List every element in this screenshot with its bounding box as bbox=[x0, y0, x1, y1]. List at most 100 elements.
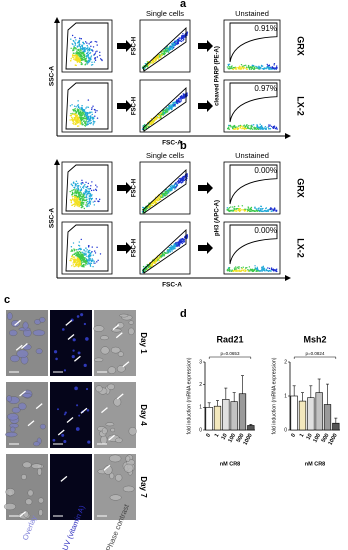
flow-dot bbox=[182, 36, 183, 37]
flow-dot bbox=[84, 109, 85, 110]
cell bbox=[100, 336, 108, 340]
flow-dot bbox=[229, 68, 230, 69]
flow-dot bbox=[181, 98, 182, 99]
flow-dot bbox=[90, 196, 91, 197]
flow-dot bbox=[91, 62, 92, 63]
flow-dot bbox=[179, 101, 180, 102]
flow-dot bbox=[82, 206, 83, 207]
flow-dot bbox=[89, 118, 90, 119]
y-tick-label: 2 bbox=[199, 382, 202, 388]
axis-label: pH3 (APC-A) bbox=[215, 200, 221, 236]
flow-dot bbox=[81, 266, 82, 267]
flow-dot bbox=[69, 191, 70, 192]
flow-dot bbox=[81, 63, 82, 64]
flow-dot bbox=[94, 250, 95, 251]
plot-frame bbox=[62, 222, 112, 274]
arrow bbox=[117, 40, 132, 52]
cell bbox=[40, 424, 46, 429]
flow-dot bbox=[73, 40, 74, 41]
flow-dot bbox=[80, 259, 81, 260]
flow-dot bbox=[74, 55, 75, 56]
flow-dot bbox=[85, 191, 86, 192]
x-tick-label: 0 bbox=[290, 433, 297, 439]
flow-dot bbox=[75, 117, 76, 118]
flow-dot bbox=[167, 111, 168, 112]
bar bbox=[333, 423, 340, 430]
flow-dot bbox=[246, 124, 247, 125]
flow-dot bbox=[169, 250, 170, 251]
flow-dot bbox=[92, 246, 93, 247]
flow-dot bbox=[81, 38, 82, 39]
cell bbox=[111, 428, 115, 432]
row-label: Day 4 bbox=[139, 404, 148, 426]
flow-dot bbox=[77, 200, 78, 201]
flow-dot bbox=[168, 109, 169, 110]
flow-dot bbox=[77, 121, 78, 122]
cell bbox=[23, 462, 32, 468]
flow-dot bbox=[91, 122, 92, 123]
flow-dot bbox=[80, 196, 81, 197]
flow-dot bbox=[73, 256, 74, 257]
flow-dot bbox=[87, 260, 88, 261]
flow-dot bbox=[89, 200, 90, 201]
flow-dot bbox=[163, 110, 164, 111]
y-tick-label: 0 bbox=[284, 427, 287, 433]
flow-dot bbox=[85, 182, 86, 183]
flow-dot bbox=[252, 67, 253, 68]
bar bbox=[214, 406, 221, 430]
flow-dot bbox=[153, 261, 154, 262]
flow-dot bbox=[77, 190, 78, 191]
flow-dot bbox=[172, 188, 173, 189]
flow-dot bbox=[73, 119, 74, 120]
flow-dot bbox=[249, 67, 250, 68]
flow-dot bbox=[93, 254, 94, 255]
cell bbox=[7, 413, 18, 420]
cell bbox=[28, 490, 33, 496]
flow-dot bbox=[243, 209, 244, 210]
flow-dot bbox=[248, 209, 249, 210]
flow-dot bbox=[89, 49, 90, 50]
flow-dot bbox=[174, 41, 175, 42]
flow-dot bbox=[73, 242, 74, 243]
flow-dot bbox=[257, 208, 258, 209]
flow-dot bbox=[89, 252, 90, 253]
flow-dot bbox=[235, 266, 236, 267]
flow-dot bbox=[172, 48, 173, 49]
flow-dot bbox=[166, 47, 167, 48]
flow-dot bbox=[236, 67, 237, 68]
flow-dot bbox=[88, 121, 89, 122]
flow-dot bbox=[251, 69, 252, 70]
flow-dot bbox=[241, 128, 242, 129]
flow-dot bbox=[83, 264, 84, 265]
flow-dot bbox=[171, 248, 172, 249]
flow-dot bbox=[187, 234, 188, 235]
flow-dot bbox=[91, 109, 92, 110]
flow-dot bbox=[87, 114, 88, 115]
flow-dot bbox=[162, 193, 163, 194]
cell bbox=[24, 511, 29, 518]
flow-dot bbox=[154, 200, 155, 201]
flow-dot bbox=[82, 117, 83, 118]
flow-dot bbox=[82, 46, 83, 47]
flow-dot bbox=[80, 121, 81, 122]
flow-dot bbox=[82, 256, 83, 257]
gate-percent: 0.97% bbox=[254, 84, 277, 93]
flow-dot bbox=[86, 118, 87, 119]
flow-dot bbox=[149, 63, 150, 64]
cell bbox=[5, 432, 17, 437]
flow-dot bbox=[253, 124, 254, 125]
flow-dot bbox=[69, 119, 70, 120]
flow-dot bbox=[245, 65, 246, 66]
flow-dot bbox=[85, 250, 86, 251]
flow-dot bbox=[173, 43, 174, 44]
flow-dot bbox=[83, 197, 84, 198]
flow-dot bbox=[79, 114, 80, 115]
flow-dot bbox=[180, 100, 181, 101]
flow-dot bbox=[175, 246, 176, 247]
flow-dot bbox=[240, 66, 241, 67]
flow-dot bbox=[95, 252, 96, 253]
flow-dot bbox=[73, 204, 74, 205]
y-tick-label: 0 bbox=[199, 427, 202, 433]
flow-dot bbox=[88, 203, 89, 204]
axis-label: SSC-A bbox=[49, 208, 56, 229]
